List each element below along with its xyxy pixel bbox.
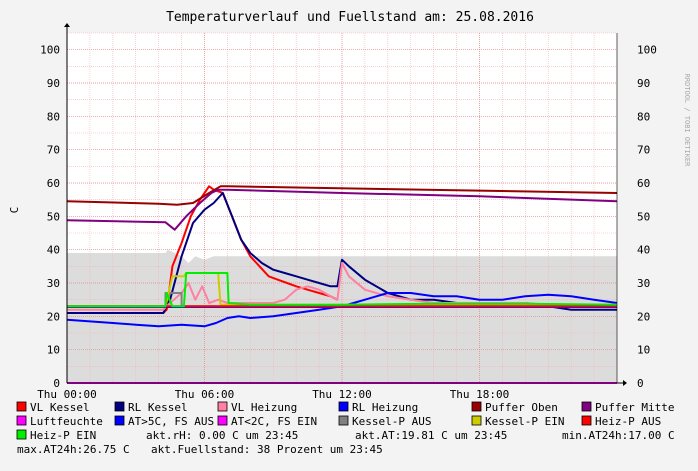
series-heiz-p-ein: [67, 272, 618, 308]
legend-label: RL Kessel: [128, 401, 188, 414]
legend-swatch: [114, 401, 125, 412]
legend-swatch: [338, 415, 349, 426]
legend-swatch: [471, 415, 482, 426]
legend-label: Heiz-P AUS: [595, 415, 661, 428]
stats-text: akt.Fuellstand: 38 Prozent um 23:45: [151, 443, 383, 456]
y-tick-label-right: 70: [637, 144, 650, 157]
legend-label: VL Heizung: [231, 401, 297, 414]
y-tick-label: 60: [47, 177, 60, 190]
legend-label: Luftfeuchte: [30, 415, 103, 428]
chart-watermark: RRDTOOL / TOBI OETIKER: [683, 74, 691, 168]
y-tick-label-right: 30: [637, 277, 650, 290]
legend-label: VL Kessel: [30, 401, 90, 414]
stats-text: akt.rH: 0.00 C um 23:45: [146, 429, 298, 442]
x-tick-label: Thu 18:00: [450, 388, 510, 401]
legend-label: Heiz-P EIN: [30, 429, 96, 442]
plot-area: 0 0 10 10 20 20 30 30 40 40 50 50 60 60 70 70 80 80 90 90 10…: [37, 23, 657, 401]
y-axis-label: C: [8, 207, 21, 214]
x-tick-label: Thu 00:00: [37, 388, 97, 401]
y-tick-label: 80: [47, 110, 60, 123]
y-tick-label-right: 60: [637, 177, 650, 190]
y-tick-label: 100: [40, 44, 60, 57]
legend-swatch: [16, 401, 27, 412]
legend-swatch: [338, 401, 349, 412]
x-tick-label: Thu 06:00: [175, 388, 235, 401]
legend-label: Puffer Oben: [485, 401, 558, 414]
y-tick-label: 0: [53, 377, 60, 390]
y-tick-label-right: 0: [637, 377, 644, 390]
x-axis-arrow: [623, 380, 627, 386]
y-tick-label: 70: [47, 144, 60, 157]
y-tick-label: 90: [47, 77, 60, 90]
y-tick-label-right: 90: [637, 77, 650, 90]
series-puffer-mitte: [66, 188, 618, 231]
y-tick-label-right: 10: [637, 344, 650, 357]
stats-text: max.AT24h:26.75 C: [17, 443, 130, 456]
stats: akt.rH: 0.00 C um 23:45 akt.AT:19.81 C um…: [17, 429, 675, 456]
y-tick-label-right: 100: [637, 44, 657, 57]
stats-text: min.AT24h:17.00 C: [562, 429, 675, 442]
legend-label: Kessel-P AUS: [352, 415, 431, 428]
series-puffer-oben: [66, 185, 618, 206]
legend-swatch: [471, 401, 482, 412]
legend-swatch: [217, 401, 228, 412]
legend-swatch: [581, 401, 592, 412]
y-tick-label: 20: [47, 310, 60, 323]
y-tick-label-right: 80: [637, 110, 650, 123]
legend-label: Puffer Mitte: [595, 401, 674, 414]
legend-swatch: [114, 415, 125, 426]
stats-text: akt.AT:19.81 C um 23:45: [355, 429, 507, 442]
legend-swatch: [16, 429, 27, 440]
legend-swatch: [217, 415, 228, 426]
legend: VL Kessel RL Kessel VL Heizung RL Heizung Pu…: [16, 401, 674, 442]
y-tick-label: 30: [47, 277, 60, 290]
legend-label: RL Heizung: [352, 401, 418, 414]
y-tick-label: 50: [47, 210, 60, 223]
legend-label: Kessel-P EIN: [485, 415, 564, 428]
y-tick-label: 10: [47, 344, 60, 357]
y-tick-label-right: 50: [637, 210, 650, 223]
y-tick-label-right: 20: [637, 310, 650, 323]
y-tick-label: 40: [47, 244, 60, 257]
legend-swatch: [16, 415, 27, 426]
legend-label: AT>5C, FS AUS: [128, 415, 214, 428]
x-tick-label: Thu 12:00: [312, 388, 372, 401]
y-axis-arrow: [64, 23, 70, 27]
legend-label: AT<2C, FS EIN: [231, 415, 317, 428]
y-tick-label-right: 40: [637, 244, 650, 257]
chart-title: Temperaturverlauf und Fuellstand am: 25.…: [166, 10, 534, 25]
legend-swatch: [581, 415, 592, 426]
